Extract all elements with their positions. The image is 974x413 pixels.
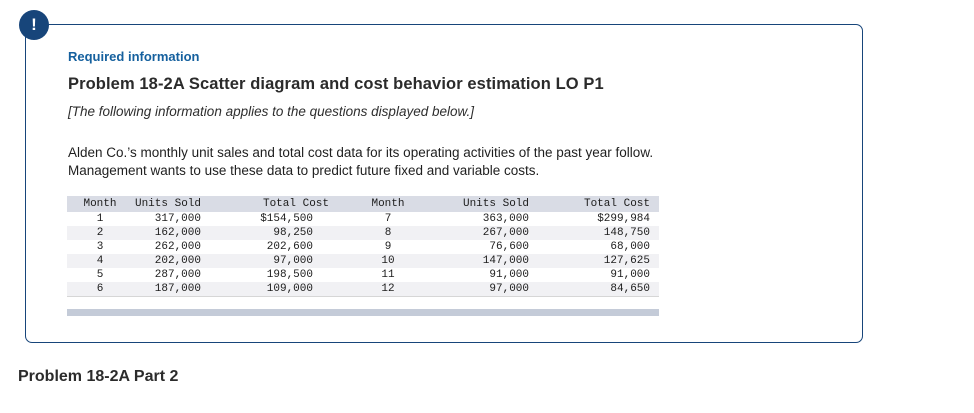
problem-title: Problem 18-2A Scatter diagram and cost b… xyxy=(68,75,604,93)
table-body: 1 317,000 $154,500 7 363,000 $299,984 2 162,000… xyxy=(67,212,659,297)
column-header: Total Cost xyxy=(205,196,333,212)
cell: 6 xyxy=(96,283,104,295)
alert-exclamation-icon: ! xyxy=(19,10,49,40)
table-row: 6 187,000 109,000 12 97,000 84,650 xyxy=(67,282,659,297)
cell: 202,600 xyxy=(266,241,313,253)
table-row: 1 317,000 $154,500 7 363,000 $299,984 xyxy=(67,212,659,226)
table-horizontal-scrollbar[interactable] xyxy=(67,309,659,316)
cell: 12 xyxy=(381,283,395,295)
table-row: 5 287,000 198,500 11 91,000 91,000 xyxy=(67,268,659,282)
column-header: Month xyxy=(67,196,133,212)
table-header-row: Month Units Sold Total Cost Month Units Sold… xyxy=(67,196,659,212)
description-line-2: Management wants to use these data to pr… xyxy=(68,163,540,178)
cost-data-table-wrap: Month Units Sold Total Cost Month Units Sold… xyxy=(67,196,659,316)
required-information-card: Required information Problem 18-2A Scatt… xyxy=(25,24,863,343)
cell: 68,000 xyxy=(610,241,650,253)
table-row: 2 162,000 98,250 8 267,000 148,750 xyxy=(67,226,659,240)
column-header: Units Sold xyxy=(443,196,533,212)
cell: 127,625 xyxy=(603,255,650,267)
column-header: Month xyxy=(333,196,443,212)
table-row: 3 262,000 202,600 9 76,600 68,000 xyxy=(67,240,659,254)
applies-note: [The following information applies to th… xyxy=(68,104,474,119)
cell: 9 xyxy=(384,241,392,253)
cell: 147,000 xyxy=(482,255,529,267)
cell: 162,000 xyxy=(154,227,201,239)
cell: 3 xyxy=(96,241,104,253)
cell: $299,984 xyxy=(597,213,650,225)
cell: 109,000 xyxy=(266,283,313,295)
problem-description: Alden Co.’s monthly unit sales and total… xyxy=(68,144,653,180)
cell: 5 xyxy=(96,269,104,281)
cell: 363,000 xyxy=(482,213,529,225)
cell: $154,500 xyxy=(260,213,313,225)
cell: 2 xyxy=(96,227,104,239)
cell: 10 xyxy=(381,255,395,267)
description-line-1: Alden Co.’s monthly unit sales and total… xyxy=(68,145,654,160)
cell: 91,000 xyxy=(489,269,529,281)
table-row: 4 202,000 97,000 10 147,000 127,625 xyxy=(67,254,659,268)
cell: 202,000 xyxy=(154,255,201,267)
cell: 262,000 xyxy=(154,241,201,253)
cell: 7 xyxy=(384,213,392,225)
cell: 187,000 xyxy=(154,283,201,295)
column-header: Total Cost xyxy=(533,196,659,212)
column-header: Units Sold xyxy=(133,196,205,212)
cell: 8 xyxy=(384,227,392,239)
cell: 98,250 xyxy=(273,227,313,239)
cell: 1 xyxy=(96,213,104,225)
cell: 317,000 xyxy=(154,213,201,225)
required-information-label: Required information xyxy=(68,49,200,64)
cell: 4 xyxy=(96,255,104,267)
cell: 148,750 xyxy=(603,227,650,239)
cell: 287,000 xyxy=(154,269,201,281)
part-2-heading: Problem 18-2A Part 2 xyxy=(18,368,179,385)
cell: 11 xyxy=(381,269,395,281)
cell: 267,000 xyxy=(482,227,529,239)
cell: 91,000 xyxy=(610,269,650,281)
table-header-row: Month Units Sold Total Cost Month Units Sold… xyxy=(67,196,659,212)
cell: 97,000 xyxy=(273,255,313,267)
cell: 97,000 xyxy=(489,283,529,295)
cell: 198,500 xyxy=(266,269,313,281)
cell: 84,650 xyxy=(610,283,650,295)
cost-data-table: Month Units Sold Total Cost Month Units Sold… xyxy=(67,196,659,297)
cell: 76,600 xyxy=(489,241,529,253)
